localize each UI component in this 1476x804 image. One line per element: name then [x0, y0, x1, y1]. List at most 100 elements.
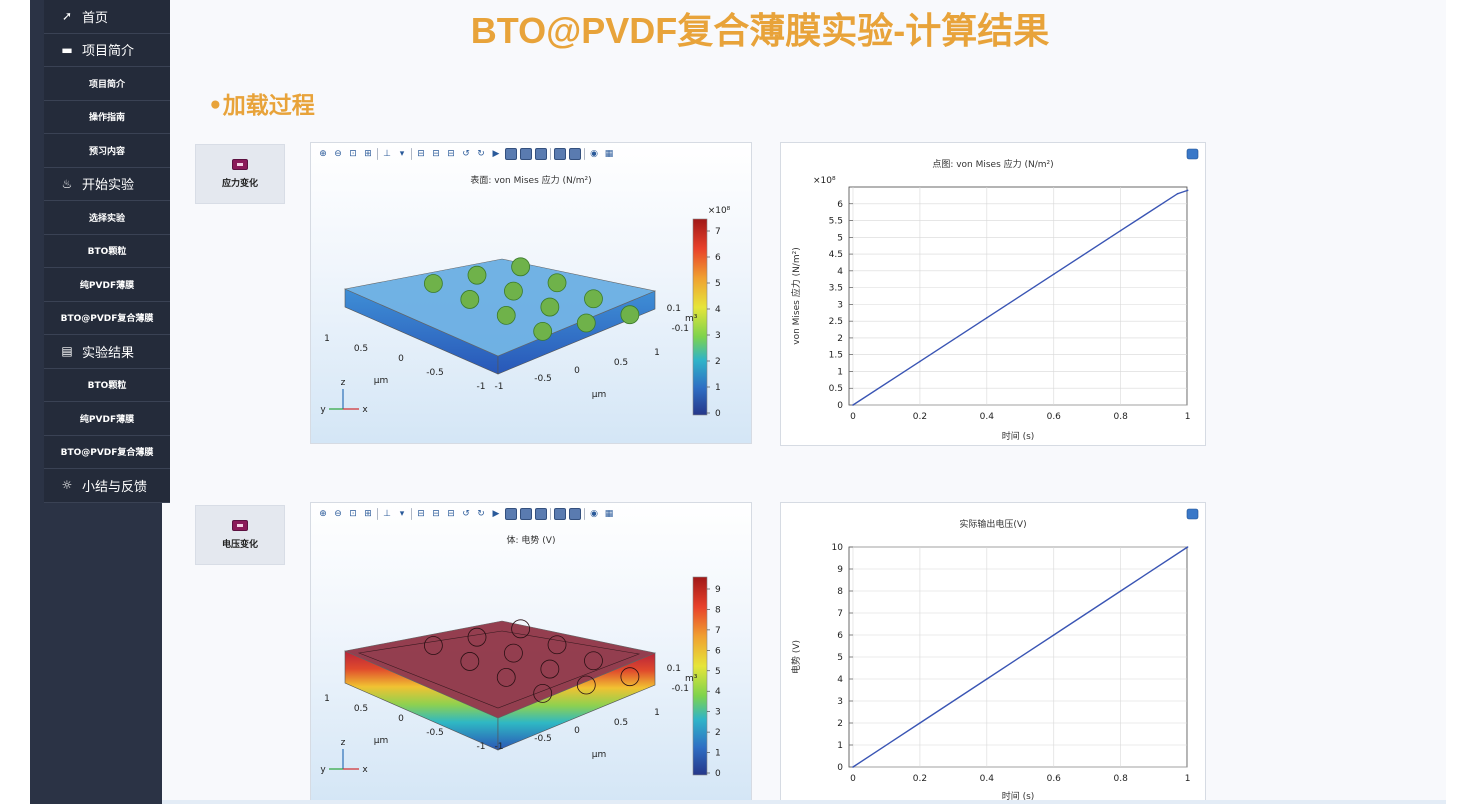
wireframe-icon[interactable]: [520, 508, 532, 520]
zoom-in-icon[interactable]: ⊕: [319, 509, 327, 519]
export-icon[interactable]: [1186, 148, 1199, 160]
y-tick-label: 5: [837, 233, 843, 243]
sidebar-item[interactable]: 纯PVDF薄膜: [44, 402, 170, 436]
view-xy-icon[interactable]: ⊟: [417, 149, 425, 159]
colorbar-tick-label: 5: [715, 667, 721, 677]
grid-icon[interactable]: [505, 508, 517, 520]
axis-number: -1: [477, 382, 486, 392]
y-tick-label: 1: [837, 367, 843, 377]
sidebar-item[interactable]: 项目简介: [44, 67, 170, 101]
view-yz-icon[interactable]: ⊟: [432, 149, 440, 159]
particle: [423, 636, 443, 655]
zoom-box-icon[interactable]: ⊡: [349, 149, 357, 159]
triad-x-label: x: [362, 765, 368, 775]
camera-icon[interactable]: ◉: [590, 509, 598, 519]
sidebar-item[interactable]: BTO@PVDF复合薄膜: [44, 435, 170, 469]
voltage-line-plot[interactable]: 实际输出电压(V) 0 0.2 0.4 0.6 0.8 1 0 1 2 3 4 5 6 7 8 9 10 时间 (s…: [780, 502, 1206, 804]
sidebar-item[interactable]: BTO颗粒: [44, 368, 170, 402]
colorbar-tick-label: 4: [715, 687, 721, 697]
frame-icon[interactable]: [535, 508, 547, 520]
rotate-left-icon[interactable]: ↺: [462, 149, 470, 159]
sidebar-item[interactable]: ➚ 首页: [44, 0, 170, 34]
sidebar-item-label: 首页: [82, 10, 109, 26]
particle: [460, 290, 480, 309]
dropdown-icon[interactable]: ▾: [399, 149, 405, 159]
sidebar-item[interactable]: 纯PVDF薄膜: [44, 268, 170, 302]
y-tick-label: 3: [837, 300, 843, 310]
x-axis-label: 时间 (s): [1002, 790, 1035, 802]
axis-number: -0.5: [426, 728, 444, 738]
zoom-extents-icon[interactable]: ⊞: [364, 149, 372, 159]
sidebar-item[interactable]: ▤ 实验结果: [44, 335, 170, 369]
slab-top: [343, 620, 657, 719]
zoom-box-icon[interactable]: ⊡: [349, 509, 357, 519]
sidebar-item-label: 纯PVDF薄膜: [79, 280, 135, 291]
axis-number: 0.5: [354, 344, 368, 354]
view-xy-icon[interactable]: ⊟: [417, 509, 425, 519]
particle: [540, 297, 560, 317]
print-icon[interactable]: ▦: [604, 509, 614, 519]
transparency-icon[interactable]: [569, 148, 581, 160]
y-tick-label: 10: [832, 543, 844, 553]
zoom-extents-icon[interactable]: ⊞: [364, 509, 372, 519]
sidebar-item[interactable]: 选择实验: [44, 201, 170, 235]
unit-label: μm: [374, 376, 389, 386]
particle: [576, 675, 596, 695]
tab-stress-change[interactable]: 应力变化: [195, 144, 285, 204]
axis-icon[interactable]: ⊥: [383, 509, 391, 519]
sidebar-item[interactable]: BTO@PVDF复合薄膜: [44, 301, 170, 335]
x-tick-label: 0.2: [913, 774, 927, 784]
sidebar-item[interactable]: 操作指南: [44, 100, 170, 134]
view-icon[interactable]: [554, 508, 566, 520]
axis-icon[interactable]: ⊥: [383, 149, 391, 159]
data-point: [1186, 546, 1189, 548]
view-icon[interactable]: [554, 148, 566, 160]
axis-number: -0.5: [534, 734, 552, 744]
wireframe-icon[interactable]: [520, 148, 532, 160]
tab-label: 电压变化: [221, 540, 258, 550]
sidebar-item[interactable]: ♨ 开始实验: [44, 167, 170, 201]
dropdown-icon[interactable]: ▾: [399, 509, 405, 519]
frame-icon[interactable]: [535, 148, 547, 160]
side-label: m³: [685, 674, 698, 684]
voltage-3d-plot[interactable]: ⊕ ⊖ ⊡ ⊞ ⊥ ▾ ⊟ ⊟ ⊟ ↺ ↻ ▶ ◉ ▦ 体: 电势 (V) 9 8 7 6 5 4 3 2 1 0 0.1 -0.1…: [310, 502, 752, 804]
zoom-out-icon[interactable]: ⊖: [334, 149, 342, 159]
particle: [423, 274, 443, 293]
book-icon: ▬: [61, 42, 73, 57]
sidebar-item-label: 实验结果: [82, 345, 135, 361]
side-label: 0.1: [667, 664, 681, 674]
sidebar-item[interactable]: ▬ 项目简介: [44, 33, 170, 67]
colorbar: [692, 576, 708, 776]
stress-3d-plot[interactable]: ⊕ ⊖ ⊡ ⊞ ⊥ ▾ ⊟ ⊟ ⊟ ↺ ↻ ▶ ◉ ▦ 表面: von Mises 应力 (N/m²) ×10…: [310, 142, 752, 444]
data-point: [1186, 189, 1189, 192]
camera-icon[interactable]: ◉: [590, 149, 598, 159]
particle: [504, 643, 523, 663]
axis-number: 0.5: [614, 358, 628, 368]
view-zx-icon[interactable]: ⊟: [447, 509, 455, 519]
transparency-icon[interactable]: [569, 508, 581, 520]
print-icon[interactable]: ▦: [604, 149, 614, 159]
colorbar-tick-label: 1: [715, 749, 721, 759]
axis-number: 0.5: [614, 718, 628, 728]
particle: [576, 313, 596, 333]
stress-line-plot[interactable]: 点图: von Mises 应力 (N/m²) 0 0.2 0.4 0.6 0.8 1 0 0.…: [780, 142, 1206, 446]
play-icon[interactable]: ▶: [492, 149, 500, 159]
sidebar-item[interactable]: 预习内容: [44, 134, 170, 168]
slab-top: [343, 258, 657, 357]
zoom-in-icon[interactable]: ⊕: [319, 149, 327, 159]
sidebar-item[interactable]: ☼ 小结与反馈: [44, 469, 170, 503]
colorbar-tick-label: 6: [715, 646, 721, 656]
rotate-right-icon[interactable]: ↻: [477, 509, 485, 519]
view-zx-icon[interactable]: ⊟: [447, 149, 455, 159]
export-icon[interactable]: [1186, 508, 1199, 520]
sidebar-item[interactable]: BTO颗粒: [44, 234, 170, 268]
x-tick-label: 0: [850, 412, 856, 422]
play-icon[interactable]: ▶: [492, 509, 500, 519]
tab-voltage-change[interactable]: 电压变化: [195, 505, 285, 565]
grid-icon[interactable]: [505, 148, 517, 160]
zoom-out-icon[interactable]: ⊖: [334, 509, 342, 519]
view-yz-icon[interactable]: ⊟: [432, 509, 440, 519]
rotate-right-icon[interactable]: ↻: [477, 149, 485, 159]
data-point: [986, 678, 988, 680]
rotate-left-icon[interactable]: ↺: [462, 509, 470, 519]
